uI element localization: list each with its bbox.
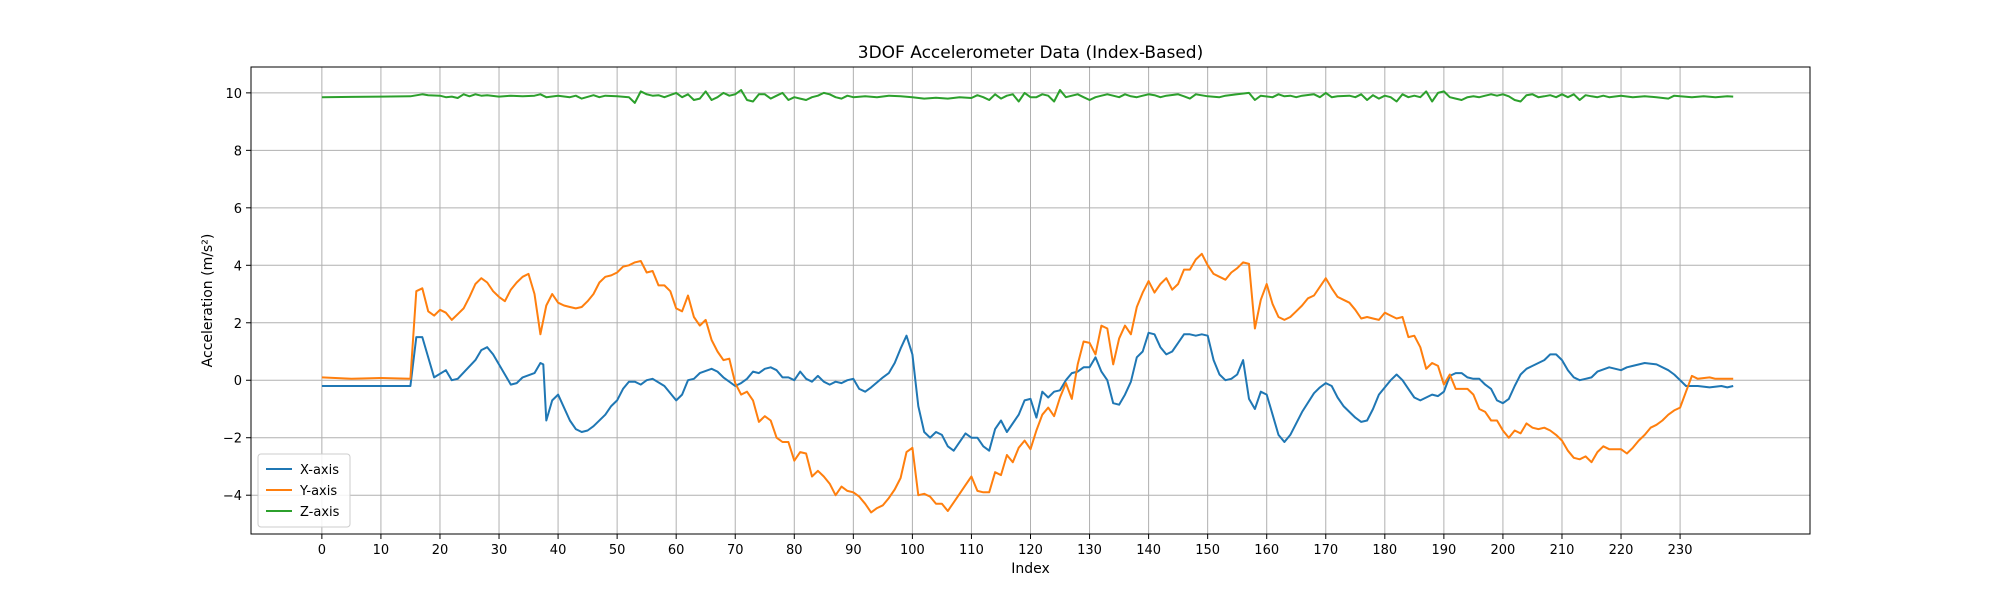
y-tick-label: 0: [234, 374, 242, 389]
legend-label: Y-axis: [299, 484, 337, 499]
x-tick-label: 90: [845, 543, 862, 558]
x-tick-label: 110: [959, 543, 984, 558]
y-tick-label: 2: [234, 317, 242, 332]
series-line-z-axis: [321, 89, 1734, 104]
x-tick-label: 140: [1136, 543, 1161, 558]
x-tick-label: 80: [786, 543, 803, 558]
x-tick-label: 20: [432, 543, 449, 558]
legend-label: X-axis: [300, 463, 339, 478]
y-axis-label: Acceleration (m/s²): [200, 234, 216, 368]
x-tick-label: 100: [900, 543, 925, 558]
x-tick-label: 130: [1077, 543, 1102, 558]
x-tick-label: 70: [727, 543, 744, 558]
x-tick-label: 120: [1018, 543, 1043, 558]
y-tick-label: 4: [234, 259, 242, 274]
legend-label: Z-axis: [300, 505, 340, 520]
x-tick-label: 60: [668, 543, 685, 558]
legend-box: [257, 453, 351, 528]
series-lines: [321, 89, 1734, 514]
x-tick-label: 160: [1254, 543, 1279, 558]
x-tick-label: 40: [550, 543, 567, 558]
grid-lines: [251, 67, 1810, 534]
x-tick-label: 170: [1313, 543, 1338, 558]
x-tick-label: 10: [373, 543, 390, 558]
x-tick-label: 50: [609, 543, 626, 558]
series-line-y-axis: [321, 252, 1734, 514]
series-line-x-axis: [321, 331, 1734, 452]
y-tick-label: 10: [225, 87, 242, 102]
x-tick-label: 150: [1195, 543, 1220, 558]
y-tick-label: 8: [234, 144, 242, 159]
x-axis-label: Index: [1011, 561, 1050, 577]
x-tick-label: 200: [1491, 543, 1516, 558]
x-tick-label: 230: [1668, 543, 1693, 558]
y-tick-label: 6: [234, 202, 242, 217]
y-tick-label: −2: [223, 432, 242, 447]
chart-title: 3DOF Accelerometer Data (Index-Based): [858, 43, 1203, 63]
x-tick-label: 190: [1431, 543, 1456, 558]
x-tick-label: 30: [491, 543, 508, 558]
x-tick-label: 180: [1372, 543, 1397, 558]
x-tick-label: 210: [1550, 543, 1575, 558]
y-tick-label: −4: [223, 489, 242, 504]
x-tick-label: 220: [1609, 543, 1634, 558]
x-axis-ticks: 0 10 20 30 40 50 60 70 80 90 100 110 120 130 140 150 160…: [318, 534, 1693, 558]
x-tick-label: 0: [318, 543, 326, 558]
legend: X-axis Y-axis Z-axis: [257, 453, 351, 528]
y-axis-ticks: −4 −2 0 2 4 6 8 10: [223, 87, 251, 504]
